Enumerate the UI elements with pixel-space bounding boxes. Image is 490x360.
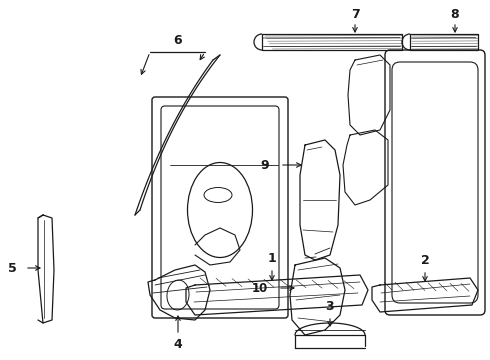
Text: 2: 2: [420, 255, 429, 267]
Text: 3: 3: [326, 301, 334, 314]
Text: 6: 6: [173, 33, 182, 46]
Text: 4: 4: [173, 338, 182, 351]
Text: 8: 8: [451, 8, 459, 21]
Text: 5: 5: [8, 261, 16, 274]
Text: 1: 1: [268, 252, 276, 266]
Text: 7: 7: [351, 8, 359, 21]
Text: 10: 10: [252, 282, 268, 294]
Text: 9: 9: [261, 158, 270, 171]
